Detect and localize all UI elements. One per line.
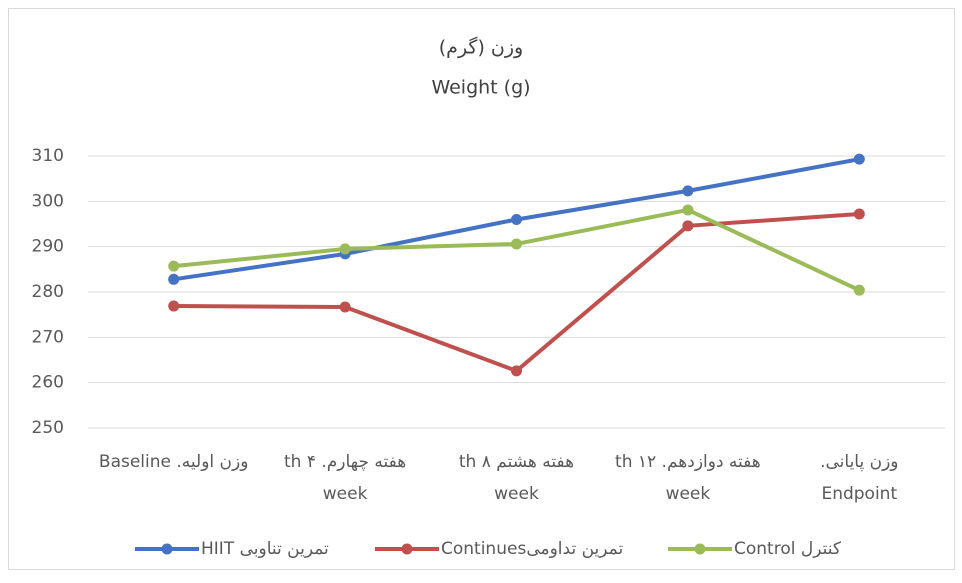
x-tick-label: هفته چهارم. ۴ th	[284, 452, 406, 472]
x-tick-label: هفته هشتم ۸ th	[459, 452, 574, 472]
point	[853, 208, 865, 220]
chart-border	[8, 8, 955, 570]
x-tick-label: week	[494, 484, 539, 504]
x-tick-label: Endpoint	[821, 484, 897, 504]
point	[682, 220, 694, 232]
legend-label: کنترل Control	[734, 539, 842, 559]
legend-marker	[694, 543, 706, 555]
x-tick-label: وزن اولیه. Baseline	[99, 452, 249, 472]
x-tick-label: وزن پایانی.	[820, 452, 898, 472]
x-tick-label: هفته دوازدهم. ۱۲ th	[615, 452, 761, 472]
y-tick-label: 280	[32, 282, 64, 302]
point	[511, 213, 522, 225]
point	[168, 273, 180, 285]
x-tick-label: week	[323, 484, 368, 504]
y-tick-label: 310	[32, 146, 64, 166]
point	[511, 365, 522, 377]
point	[682, 185, 694, 197]
point	[168, 260, 180, 272]
chart-subtitle: Weight (g)	[431, 77, 530, 99]
point	[168, 300, 180, 312]
legend-marker	[161, 543, 173, 555]
legend-marker	[401, 543, 413, 555]
legend-label: تمرین تداومیContinues	[441, 539, 623, 559]
point	[339, 243, 351, 255]
y-tick-label: 270	[32, 327, 64, 347]
point	[853, 153, 865, 165]
legend-label: تمرین تناوبی HIIT	[201, 539, 329, 559]
point	[682, 204, 694, 216]
chart-title: وزن (گرم)	[439, 36, 523, 59]
point	[511, 238, 522, 250]
y-tick-label: 250	[32, 418, 64, 438]
x-tick-label: week	[666, 484, 711, 504]
y-tick-label: 290	[32, 237, 64, 257]
point	[853, 284, 865, 296]
y-tick-label: 300	[32, 191, 64, 211]
y-tick-label: 260	[32, 373, 64, 393]
point	[339, 301, 351, 313]
